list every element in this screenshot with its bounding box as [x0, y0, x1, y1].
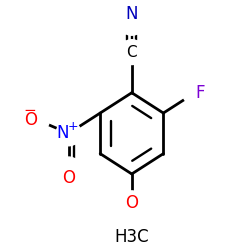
Text: O: O	[62, 170, 75, 188]
Circle shape	[56, 157, 81, 182]
Circle shape	[119, 191, 144, 216]
Text: −: −	[24, 103, 36, 118]
Circle shape	[119, 216, 144, 240]
Text: C: C	[126, 45, 137, 60]
Text: O: O	[125, 194, 138, 212]
Circle shape	[119, 40, 144, 64]
Circle shape	[56, 121, 81, 146]
Circle shape	[24, 108, 50, 132]
Text: N: N	[56, 124, 68, 142]
Text: O: O	[24, 111, 37, 129]
Circle shape	[182, 80, 207, 105]
Circle shape	[119, 10, 144, 35]
Text: N: N	[126, 5, 138, 23]
Text: +: +	[68, 120, 78, 133]
Text: H3C: H3C	[114, 228, 149, 246]
Text: F: F	[195, 84, 204, 102]
